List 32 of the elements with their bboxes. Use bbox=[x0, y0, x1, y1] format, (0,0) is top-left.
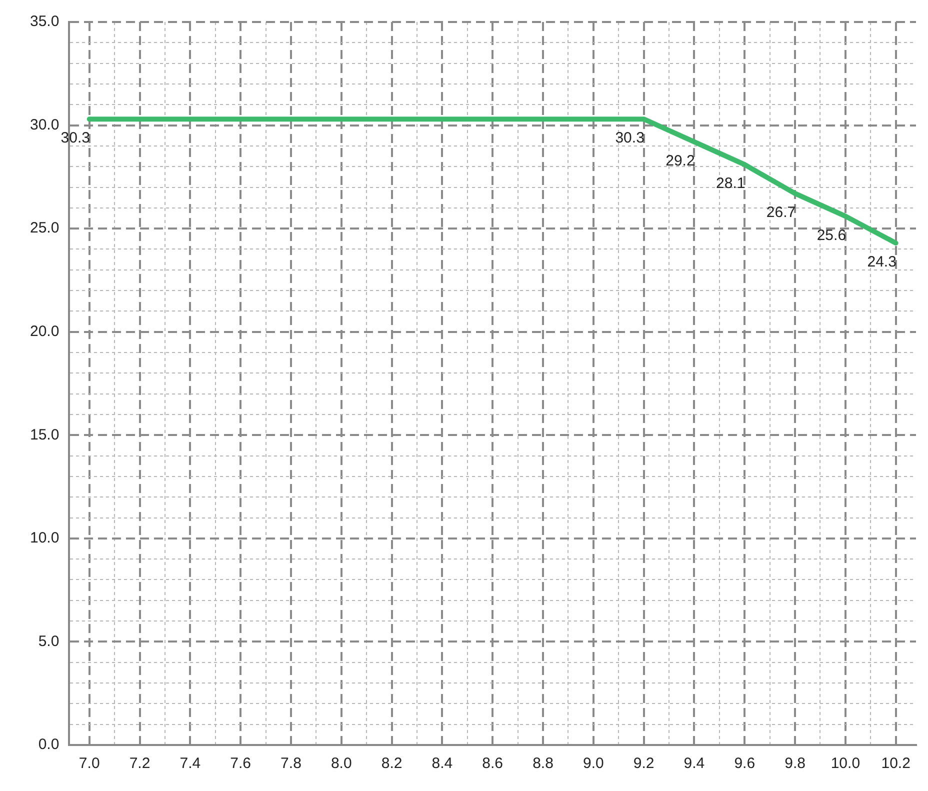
y-tick-label: 5.0 bbox=[38, 632, 60, 650]
x-tick-label: 8.2 bbox=[381, 755, 402, 772]
x-tick-label: 9.0 bbox=[582, 755, 604, 772]
x-tick-label: 7.4 bbox=[180, 755, 201, 772]
x-tick-label: 8.0 bbox=[330, 755, 352, 772]
x-tick-label: 9.2 bbox=[633, 755, 654, 772]
x-tick-label: 7.8 bbox=[280, 755, 302, 772]
y-tick-label: 25.0 bbox=[30, 220, 60, 237]
x-tick-label: 9.8 bbox=[784, 755, 806, 772]
data-label: 26.7 bbox=[766, 204, 796, 222]
data-label: 24.3 bbox=[867, 254, 896, 271]
y-tick-label: 30.0 bbox=[30, 116, 60, 134]
data-label: 30.3 bbox=[615, 130, 644, 147]
x-tick-label: 7.0 bbox=[78, 755, 100, 772]
y-tick-label: 35.0 bbox=[30, 13, 60, 30]
data-label: 28.1 bbox=[716, 175, 746, 192]
y-tick-label: 20.0 bbox=[30, 323, 60, 340]
x-tick-label: 9.4 bbox=[684, 755, 705, 772]
x-tick-label: 10.0 bbox=[830, 755, 860, 772]
y-tick-label: 15.0 bbox=[30, 426, 60, 444]
x-tick-label: 8.8 bbox=[532, 755, 554, 772]
data-label: 29.2 bbox=[666, 152, 695, 170]
x-tick-label: 8.6 bbox=[482, 755, 504, 772]
y-tick-label: 0.0 bbox=[38, 736, 60, 754]
data-label: 30.3 bbox=[60, 130, 90, 147]
y-tick-label: 10.0 bbox=[30, 530, 60, 547]
x-tick-label: 8.4 bbox=[432, 755, 453, 772]
x-tick-label: 9.6 bbox=[734, 755, 756, 772]
x-tick-label: 7.6 bbox=[230, 755, 251, 772]
x-tick-label: 7.2 bbox=[129, 755, 150, 772]
data-label: 25.6 bbox=[816, 226, 846, 244]
x-tick-label: 10.2 bbox=[881, 755, 910, 772]
